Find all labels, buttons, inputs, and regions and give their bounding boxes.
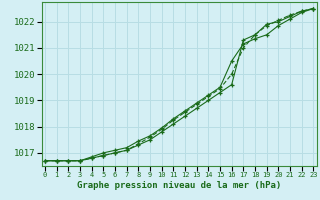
X-axis label: Graphe pression niveau de la mer (hPa): Graphe pression niveau de la mer (hPa): [77, 181, 281, 190]
